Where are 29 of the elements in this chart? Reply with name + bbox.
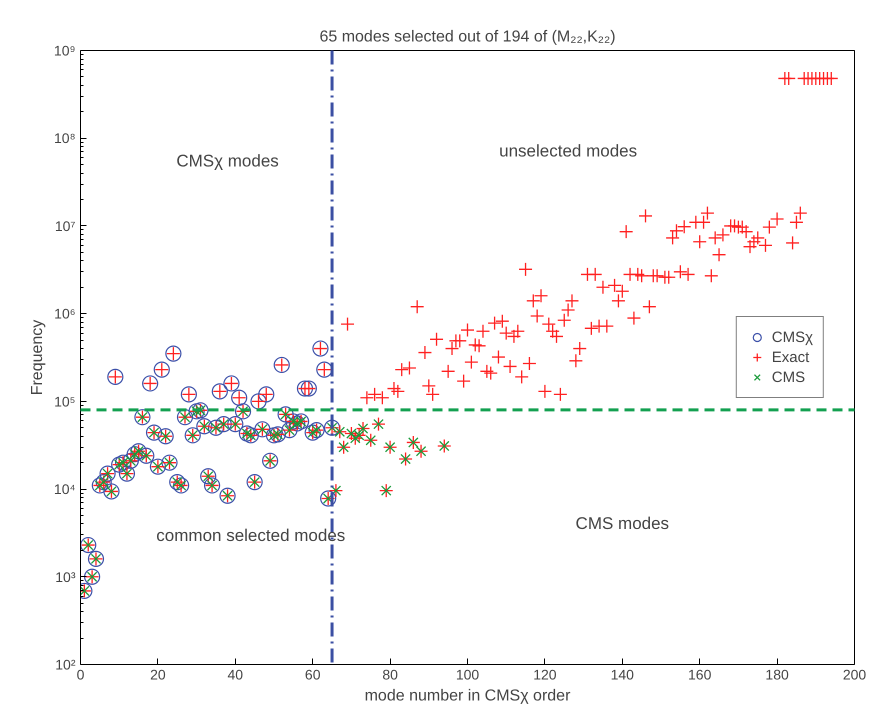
x-tick-label: 160 bbox=[688, 666, 712, 682]
x-tick-label: 0 bbox=[76, 666, 85, 682]
x-axis-title: mode number in CMSχ order bbox=[364, 688, 572, 704]
y-tick-label: 10⁷ bbox=[54, 218, 76, 234]
y-tick-label: 10⁸ bbox=[54, 130, 76, 146]
annotation: unselected modes bbox=[499, 142, 638, 161]
y-axis-title: Frequency bbox=[28, 320, 46, 396]
chart-title: 65 modes selected out of 194 of (M₂₂,K₂₂) bbox=[319, 28, 616, 46]
x-tick-label: 40 bbox=[228, 666, 244, 682]
x-tick-label: 120 bbox=[533, 666, 557, 682]
legend-label: CMS bbox=[772, 368, 806, 386]
x-tick-label: 80 bbox=[382, 666, 398, 682]
x-tick-label: 140 bbox=[610, 666, 634, 682]
y-tick-label: 10⁹ bbox=[54, 42, 76, 58]
y-tick-label: 10⁵ bbox=[54, 393, 76, 410]
annotation: common selected modes bbox=[156, 526, 346, 546]
y-tick-label: 10³ bbox=[55, 568, 76, 585]
y-tick-label: 10⁴ bbox=[54, 481, 76, 498]
x-tick-label: 60 bbox=[304, 666, 321, 682]
annotation: CMS modes bbox=[576, 514, 670, 533]
annotation: CMSχ modes bbox=[176, 152, 279, 171]
x-tick-label: 180 bbox=[765, 666, 789, 682]
x-tick-label: 200 bbox=[842, 666, 866, 682]
legend-label: CMSχ bbox=[772, 328, 813, 346]
y-tick-label: 10⁶ bbox=[54, 306, 76, 322]
legend-label: Exact bbox=[772, 348, 810, 366]
x-tick-label: 20 bbox=[150, 666, 166, 682]
x-tick-label: 100 bbox=[456, 666, 480, 682]
y-tick-label: 10² bbox=[55, 656, 76, 672]
